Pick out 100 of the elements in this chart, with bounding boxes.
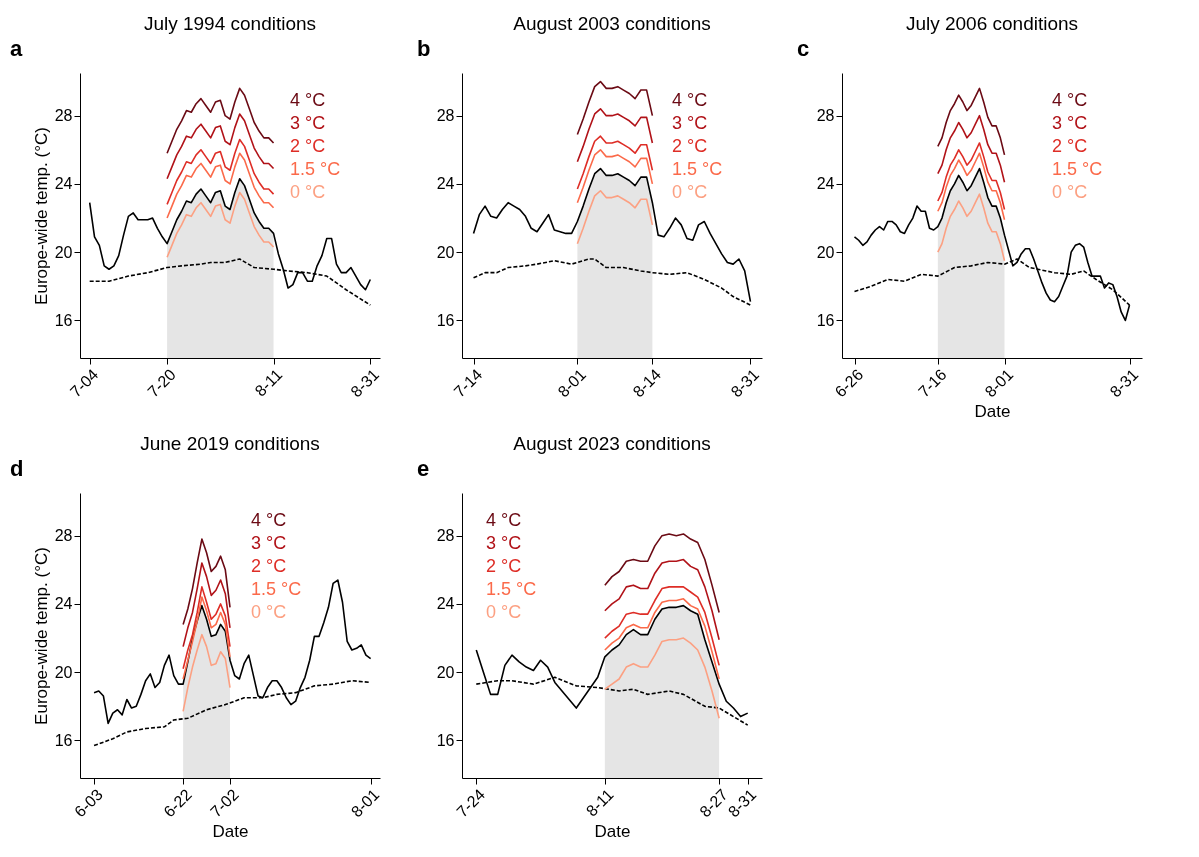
y-tick-label: 20 [54,243,73,261]
line-series [576,80,654,136]
line-series [472,258,752,306]
y-tick-label: 24 [54,595,73,613]
line-series [937,114,1006,184]
x-tick-label: 7-14 [450,365,486,401]
text: 3 °C [486,533,522,553]
text: 4 °C [1052,90,1088,110]
line-series [166,152,275,219]
x-axis-title: Date [974,402,1011,422]
line-series [604,533,720,614]
x-tick-label: 8-11 [582,785,617,820]
y-tick-label: 24 [54,175,73,193]
x-axis-title: Date [212,822,249,842]
text: 4 °C [251,510,287,530]
text: 4 °C [486,510,522,530]
y-tick-label: 16 [436,731,455,749]
line-series [166,87,275,155]
text: c [797,36,810,61]
x-axis-title: Date [594,822,631,842]
y-tick-label: 28 [436,107,455,125]
x-tick-label: 8-31 [727,365,763,401]
chart-title: August 2003 conditions [513,13,711,34]
y-tick-label: 20 [816,243,835,261]
chart-title: August 2023 conditions [513,433,711,454]
text: 3 °C [290,113,326,133]
line-series [182,586,231,670]
y-axis-title: Europe-wide temp. (°C) [31,547,51,725]
chart-title: June 2019 conditions [140,433,320,454]
x-tick-label: 8-31 [347,365,383,401]
series-label: 4 °C [290,90,326,110]
x-tick-label: 7-24 [453,785,489,821]
x-tick-label: 7-16 [914,365,950,401]
line-series [604,598,720,680]
line-series [604,637,720,720]
text: 0 °C [1052,182,1088,202]
x-tick-label: 8-31 [724,785,760,821]
y-tick-label: 16 [816,311,835,329]
series-label: 0 °C [672,182,708,202]
y-axis-title: Europe-wide temp. (°C) [31,127,51,305]
x-tick-label: 7-02 [207,785,242,821]
x-tick-label: 8-01 [347,785,383,821]
text: 1.5 °C [486,579,537,599]
text: b [417,36,431,61]
line-series [937,142,1006,211]
y-tick-label: 28 [54,107,73,125]
y-tick-label: 16 [54,731,73,749]
series-label: 1.5 °C [672,159,723,179]
line-series [166,138,275,206]
line-series [604,558,720,641]
line-series [576,108,654,163]
y-tick-label: 16 [436,311,455,329]
line-series [576,135,654,190]
y-tick-label: 24 [816,175,835,193]
line-series [937,87,1006,156]
series-label: 2 °C [672,136,708,156]
line-series [576,149,654,204]
text: 2 °C [486,556,522,576]
y-tick-label: 20 [436,243,455,261]
y-tick-label: 24 [436,595,455,613]
text: a [10,36,23,61]
y-tick-label: 24 [436,175,455,193]
line-series [182,538,231,626]
series-label: 1.5 °C [290,159,341,179]
chart-title: July 1994 conditions [143,13,317,34]
x-tick-label: 6-22 [160,785,196,821]
text: 1.5 °C [1052,159,1103,179]
text: d [10,456,24,481]
line-series [166,191,275,259]
y-tick-label: 20 [54,663,73,681]
chart-title: July 2006 conditions [905,13,1079,34]
x-tick-label: 8-01 [981,365,1017,401]
x-tick-label: 8-11 [251,365,286,400]
y-tick-label: 16 [54,311,73,329]
y-tick-label: 28 [816,107,835,125]
series-label: 4 °C [672,90,708,110]
line-series [937,152,1006,221]
line-series [576,189,654,245]
text: 3 °C [1052,113,1088,133]
text: 2 °C [1052,136,1088,156]
x-tick-label: 8-01 [554,365,590,401]
line-series [182,633,231,713]
text: 0 °C [251,602,287,622]
text: 2 °C [251,556,287,576]
x-tick-label: 7-04 [66,365,102,401]
series-label: 3 °C [672,113,708,133]
line-series [604,586,720,667]
y-tick-label: 28 [54,527,73,545]
text: 0 °C [486,602,522,622]
text: 2 °C [290,136,326,156]
line-series [182,562,231,648]
y-tick-label: 28 [436,527,455,545]
text: 0 °C [290,182,326,202]
y-tick-label: 20 [436,663,455,681]
x-tick-label: 7-20 [144,365,179,401]
line-series [182,596,231,680]
text: 3 °C [251,533,287,553]
line-series [166,113,275,180]
x-tick-label: 8-31 [1106,365,1142,401]
x-tick-label: 6-03 [71,785,106,821]
